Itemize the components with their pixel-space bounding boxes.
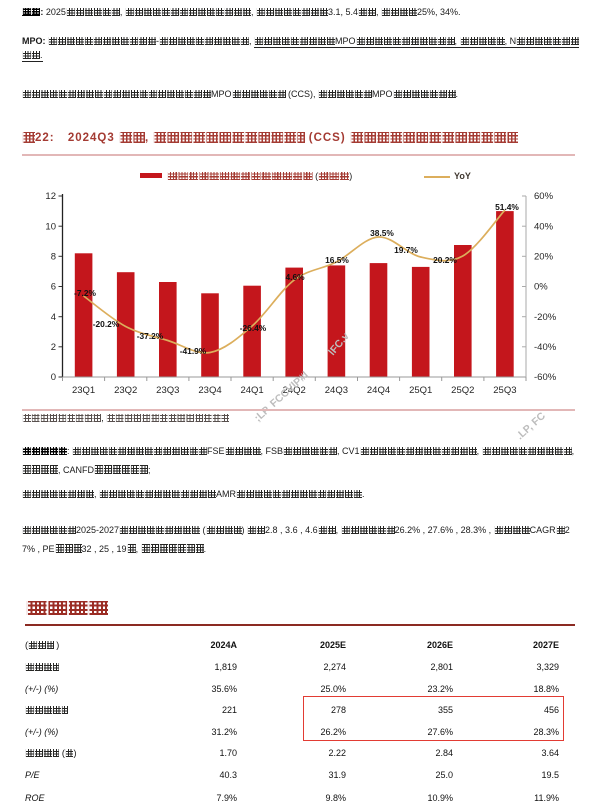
svg-text:16.5%: 16.5%	[325, 255, 349, 265]
svg-text:25Q2: 25Q2	[451, 385, 474, 396]
svg-text:;LP. FCCVlP#l: ;LP. FCCVlP#l	[252, 369, 311, 424]
svg-text:-26.4%: -26.4%	[240, 323, 267, 333]
svg-text:24Q1: 24Q1	[240, 385, 263, 396]
svg-text:40%: 40%	[534, 221, 554, 232]
svg-text:.LP, FC: .LP, FC	[514, 410, 548, 442]
svg-text:-60%: -60%	[534, 372, 557, 383]
svg-text:25Q3: 25Q3	[493, 385, 516, 396]
svg-text:0%: 0%	[534, 282, 548, 293]
svg-text:4: 4	[51, 312, 56, 323]
svg-text:-7.2%: -7.2%	[74, 288, 96, 298]
svg-text:60%: 60%	[534, 191, 554, 202]
svg-text:2: 2	[51, 342, 56, 353]
svg-text:6: 6	[51, 282, 56, 293]
svg-text:4.6%: 4.6%	[285, 272, 305, 282]
svg-text:51.4%: 51.4%	[495, 202, 519, 212]
svg-text:-37.2%: -37.2%	[137, 331, 164, 341]
svg-text:-41.9%: -41.9%	[180, 346, 207, 356]
svg-text:0: 0	[51, 372, 56, 383]
svg-text:24Q2: 24Q2	[283, 385, 306, 396]
svg-text:24Q4: 24Q4	[367, 385, 390, 396]
svg-text:-20.2%: -20.2%	[93, 319, 120, 329]
svg-text:-40%: -40%	[534, 342, 557, 353]
svg-text:-20%: -20%	[534, 312, 557, 323]
svg-text:23Q4: 23Q4	[198, 385, 221, 396]
svg-text:10: 10	[45, 221, 56, 232]
svg-text:19.7%: 19.7%	[394, 245, 418, 255]
svg-text:23Q2: 23Q2	[114, 385, 137, 396]
svg-text:8: 8	[51, 252, 56, 263]
svg-text:23Q3: 23Q3	[156, 385, 179, 396]
svg-text:25Q1: 25Q1	[409, 385, 432, 396]
svg-text:24Q3: 24Q3	[325, 385, 348, 396]
svg-text:23Q1: 23Q1	[72, 385, 95, 396]
svg-text:38.5%: 38.5%	[370, 228, 394, 238]
svg-text:12: 12	[45, 191, 56, 202]
svg-text:20%: 20%	[534, 252, 554, 263]
svg-text:20.2%: 20.2%	[433, 255, 457, 265]
